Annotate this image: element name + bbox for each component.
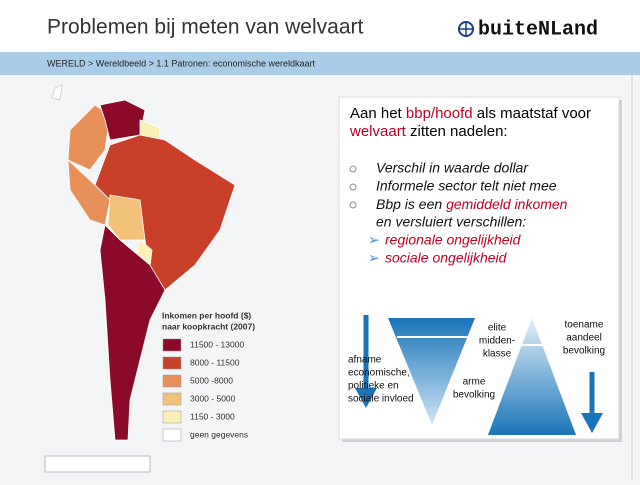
title: Problemen bij meten van welvaart	[47, 16, 363, 39]
diagram-label: midden-	[479, 336, 515, 347]
legend-title: Inkomen per hoofd ($)	[162, 310, 251, 320]
legend-label: 8000 - 11500	[190, 357, 240, 367]
funnel	[388, 318, 475, 425]
legend-swatch	[162, 410, 182, 424]
svg-text:➢: ➢	[368, 250, 380, 266]
legend-title: naar koopkracht (2007)	[162, 321, 255, 331]
legend-swatch	[162, 392, 182, 406]
sub-bullet: sociale ongelijkheid	[385, 250, 508, 266]
text: Bbp is een	[376, 196, 446, 212]
intro-line: Aan het bbp/hoofd als maatstaf voor	[350, 105, 591, 122]
legend-label: 1150 - 3000	[190, 411, 235, 421]
legend-swatch	[162, 428, 182, 442]
legend-label: 3000 - 5000	[190, 393, 236, 403]
legend-label: geen gegevens	[190, 429, 248, 439]
bullet: Bbp is een gemiddeld inkomen	[376, 196, 568, 212]
highlight: gemiddeld inkomen	[446, 196, 568, 212]
pyramid	[488, 318, 576, 435]
diagram-label: klasse	[483, 349, 512, 360]
legend-swatch	[162, 374, 182, 388]
bullet: Verschil in waarde dollar	[376, 160, 529, 176]
bullet: Informele sector telt niet mee	[376, 178, 557, 194]
diagram-label: elite	[488, 323, 507, 334]
svg-text:➢: ➢	[368, 232, 380, 248]
diagram-label: afname	[348, 355, 382, 366]
header	[0, 0, 640, 52]
text-box	[338, 96, 620, 440]
diagram-label: bevolking	[453, 390, 495, 401]
diagram-label: bevolking	[563, 346, 605, 357]
footer-box	[44, 455, 151, 473]
diagram-label: economische,	[348, 368, 410, 379]
legend-label: 11500 - 13000	[190, 339, 244, 349]
breadcrumb: WERELD > Wereldbeeld > 1.1 Patronen: eco…	[47, 58, 315, 68]
diagram-label: aandeel	[566, 333, 602, 344]
text: als maatstaf voor	[473, 105, 591, 122]
legend-swatch	[162, 356, 182, 370]
diagram-label: arme	[463, 377, 486, 388]
legend: Inkomen per hoofd ($) naar koopkracht (2…	[162, 310, 255, 442]
diagram-label: toename	[565, 320, 604, 331]
highlight: welvaart	[349, 123, 407, 140]
text: Aan het	[350, 105, 406, 122]
bullet: en versluiert verschillen:	[376, 214, 526, 230]
breadcrumb-bar	[0, 52, 640, 75]
legend-swatch	[162, 338, 182, 352]
legend-label: 5000 -8000	[190, 375, 233, 385]
diagram-label: sociale invloed	[348, 394, 414, 405]
text: zitten nadelen:	[406, 123, 508, 140]
highlight: bbp/hoofd	[406, 105, 473, 122]
intro-line: welvaart zitten nadelen:	[349, 123, 508, 140]
logo: buiteNLand	[478, 18, 598, 41]
map	[51, 84, 236, 441]
diagram-label: politieke en	[348, 381, 399, 392]
sub-bullet: regionale ongelijkheid	[385, 232, 522, 248]
